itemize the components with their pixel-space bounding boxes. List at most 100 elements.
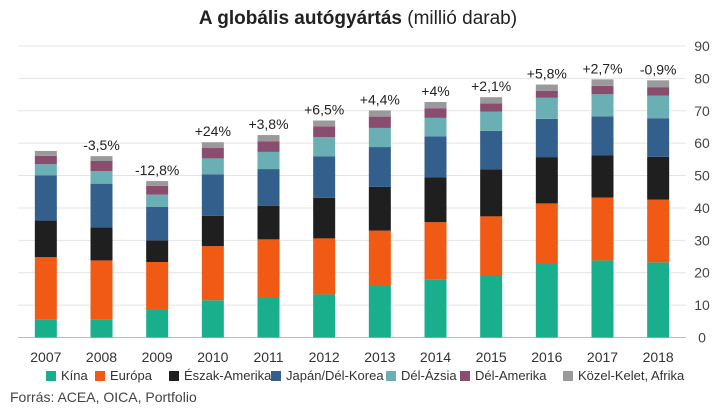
data-label: +2,7% [582, 60, 622, 76]
bar-segment [201, 300, 224, 338]
y-tick-label: 40 [694, 200, 710, 216]
x-tick-label: 2016 [531, 349, 562, 365]
bar-segment [424, 177, 447, 223]
bar-segment [647, 262, 670, 338]
legend-item: Európa [95, 368, 152, 383]
bar-segment [313, 120, 336, 127]
bar-segment [34, 175, 57, 221]
chart-title-bold: A globális autógyártás [198, 8, 402, 29]
bar-segment [201, 142, 224, 149]
bar-segment [201, 174, 224, 216]
bar-segment [257, 141, 280, 152]
bar-segment [424, 108, 447, 118]
bar-segment [313, 294, 336, 338]
bar-segment [368, 186, 391, 231]
bar-segment [480, 111, 503, 131]
x-tick-label: 2013 [364, 349, 395, 365]
bar-segment [591, 155, 614, 198]
bar-segment [647, 199, 670, 263]
chart-title: A globális autógyártás (millió darab) [0, 8, 716, 30]
x-tick-label: 2007 [30, 349, 61, 365]
bar-segment [480, 169, 503, 217]
bar-segment [368, 116, 391, 128]
bar-segment [480, 216, 503, 275]
bar-segment [146, 181, 169, 186]
bar-segment [146, 194, 169, 207]
bar-segment [90, 156, 113, 161]
bar-segment [480, 103, 503, 112]
bar-segment [90, 260, 113, 320]
x-tick-label: 2008 [86, 349, 117, 365]
x-tick-label: 2011 [253, 349, 283, 365]
legend-swatch [563, 370, 573, 381]
x-tick-label: 2017 [587, 349, 618, 365]
bar-segment [368, 127, 391, 148]
legend-label: Kína [61, 368, 88, 383]
legend-swatch [271, 370, 281, 381]
bar-segment [591, 116, 614, 156]
y-tick-label: 70 [694, 103, 710, 119]
y-tick-label: 20 [694, 265, 710, 281]
bar-segment [313, 137, 336, 157]
data-label: +4,4% [360, 91, 400, 107]
y-tick-label: 10 [694, 297, 710, 313]
bar-segment [257, 135, 280, 142]
bar-segment [257, 169, 280, 206]
legend-swatch [95, 370, 105, 381]
bar-segment [257, 205, 280, 240]
bar-segment [201, 148, 224, 159]
bar-segment [34, 257, 57, 320]
data-label: -12,8% [135, 162, 179, 178]
legend-label: Észak-Amerika [184, 368, 272, 383]
bar-segment [146, 262, 169, 310]
y-tick-label: 0 [698, 330, 706, 346]
bar-segment [535, 84, 558, 91]
bar-segment [368, 286, 391, 338]
chart-legend: Kína Európa Észak-Amerika Japán/Dél-Korea Dé… [0, 368, 716, 386]
bar-segment [424, 117, 447, 137]
legend-swatch [169, 370, 179, 381]
y-tick-label: 30 [694, 232, 710, 248]
bar-segment [257, 151, 280, 170]
bar-segment [480, 274, 503, 338]
bar-segment [424, 102, 447, 109]
bar-segment [591, 260, 614, 338]
legend-label: Dél-Amerika [475, 368, 547, 383]
data-label: +6,5% [304, 101, 344, 117]
bar-segment [535, 203, 558, 264]
bar-segment [34, 220, 57, 258]
legend-label: Dél-Ázsia [401, 368, 457, 383]
legend-swatch [386, 370, 396, 381]
bar-segment [201, 246, 224, 301]
bar-segment [368, 230, 391, 287]
x-tick-label: 2014 [420, 349, 451, 365]
legend-item: Japán/Dél-Korea [271, 368, 384, 383]
bar-segment [368, 147, 391, 187]
bar-segment [424, 136, 447, 178]
bar-segment [647, 118, 670, 157]
bar-segment [535, 157, 558, 204]
data-label: +4% [421, 83, 449, 99]
bar-segment [480, 97, 503, 104]
bar-segment [90, 171, 113, 184]
bar-segment [368, 110, 391, 117]
chart-title-unit: (millió darab) [401, 8, 518, 29]
bar-segment [647, 87, 670, 96]
x-tick-label: 2009 [142, 349, 173, 365]
data-label: +24% [195, 123, 231, 139]
bar-segment [146, 206, 169, 241]
data-label: +5,8% [527, 66, 567, 82]
x-tick-label: 2015 [476, 349, 507, 365]
bar-segment [535, 118, 558, 158]
data-label: -0,9% [640, 61, 677, 77]
bar-segment [647, 80, 670, 88]
legend-item: Észak-Amerika [169, 368, 271, 383]
data-label: -3,5% [83, 137, 120, 153]
legend-label: Japán/Dél-Korea [286, 368, 384, 383]
bar-segment [201, 158, 224, 175]
bar-segment [146, 185, 169, 195]
bar-segment [647, 95, 670, 119]
y-tick-label: 60 [694, 135, 710, 151]
legend-swatch [46, 370, 56, 381]
